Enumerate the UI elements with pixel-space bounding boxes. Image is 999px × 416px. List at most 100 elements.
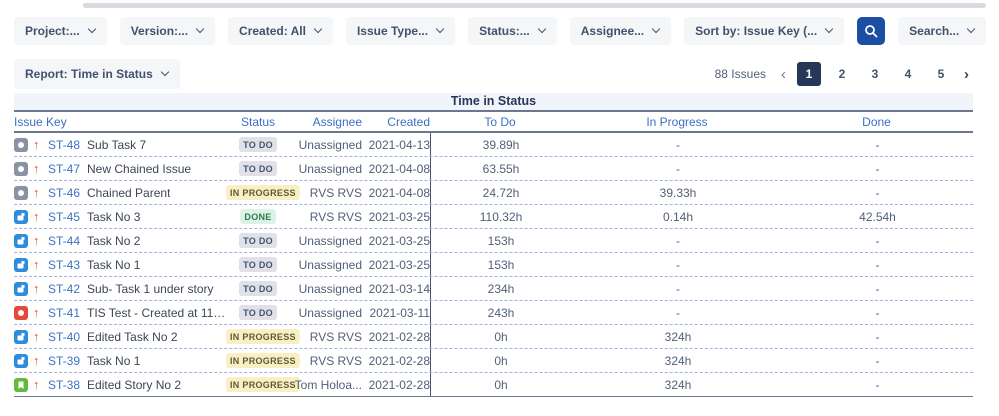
- done-hours-cell: -: [875, 353, 880, 368]
- search-icon: [865, 25, 878, 38]
- issue-summary: Sub Task 7: [87, 137, 147, 152]
- column-header-todo[interactable]: To Do: [484, 114, 516, 129]
- issue-key-link[interactable]: ST-38: [48, 377, 81, 392]
- issue-summary: Edited Story No 2: [87, 377, 182, 392]
- column-header-created[interactable]: Created: [387, 114, 430, 129]
- issue-key-link[interactable]: ST-45: [48, 209, 81, 224]
- assignee-cell: Unassigned: [298, 281, 362, 296]
- sort-by-dropdown[interactable]: Sort by: Issue Key (...: [684, 17, 845, 45]
- issue-key-link[interactable]: ST-42: [48, 281, 81, 296]
- search-filter-label: Search...: [909, 24, 960, 38]
- status-filter-dropdown[interactable]: Status:...: [468, 17, 557, 45]
- in-progress-hours-cell: -: [676, 137, 680, 152]
- issue-key-link[interactable]: ST-46: [48, 185, 81, 200]
- todo-hours-cell: 0h: [430, 325, 571, 348]
- assignee-cell: Unassigned: [298, 257, 362, 272]
- created-filter-label: Created: All: [239, 24, 306, 38]
- done-hours-cell: -: [875, 305, 880, 320]
- column-header-status[interactable]: Status: [240, 114, 276, 129]
- done-hours-cell: -: [875, 329, 880, 344]
- task-icon: [14, 353, 28, 368]
- table-row: ↑ ST-40 Edited Task No 2 IN PROGRESS RVS…: [14, 325, 973, 349]
- horizontal-scrollbar[interactable]: [83, 3, 986, 8]
- todo-hours-cell: 243h: [430, 301, 571, 324]
- created-cell: 2021-02-28: [368, 329, 430, 344]
- todo-hours-cell: 153h: [430, 229, 571, 252]
- todo-hours-cell: 63.55h: [430, 157, 571, 180]
- assignee-cell: Unassigned: [298, 137, 362, 152]
- assignee-cell: RVS RVS: [309, 329, 362, 344]
- table-row: ↑ ST-46 Chained Parent IN PROGRESS RVS R…: [14, 181, 973, 205]
- column-header-done[interactable]: Done: [862, 114, 891, 129]
- in-progress-hours-cell: 39.33h: [659, 185, 697, 200]
- issue-cell: ↑ ST-48 Sub Task 7: [14, 137, 226, 152]
- issue-key-link[interactable]: ST-41: [48, 305, 81, 320]
- column-header-assignee[interactable]: Assignee: [312, 114, 362, 129]
- status-cell: IN PROGRESS: [226, 353, 300, 369]
- prev-page-icon[interactable]: ‹: [781, 65, 786, 83]
- created-filter-dropdown[interactable]: Created: All: [228, 17, 333, 45]
- table-body: ↑ ST-48 Sub Task 7 TO DO Unassigned 2021…: [14, 133, 973, 397]
- chevron-down-icon: [315, 26, 322, 33]
- page-4-button[interactable]: 4: [904, 67, 912, 81]
- status-badge: IN PROGRESS: [226, 329, 300, 345]
- done-hours-cell: -: [875, 161, 880, 176]
- issue-key-link[interactable]: ST-47: [48, 161, 81, 176]
- task-icon: [14, 281, 28, 296]
- todo-hours-cell: 110.32h: [430, 205, 571, 228]
- assignee-cell: RVS RVS: [309, 209, 362, 224]
- created-cell: 2021-02-28: [368, 377, 430, 392]
- done-hours-cell: -: [875, 137, 880, 152]
- created-cell: 2021-03-11: [369, 305, 431, 320]
- issue-key-link[interactable]: ST-43: [48, 257, 81, 272]
- status-cell: DONE: [226, 209, 290, 225]
- page-1-button[interactable]: 1: [797, 62, 821, 86]
- chevron-down-icon: [968, 26, 975, 33]
- column-header-issue-key[interactable]: Issue Key: [14, 114, 67, 129]
- in-progress-hours-cell: 324h: [664, 329, 692, 344]
- in-progress-hours-cell: 324h: [664, 353, 692, 368]
- status-cell: IN PROGRESS: [226, 377, 300, 393]
- status-badge: TO DO: [239, 161, 277, 177]
- issue-cell: ↑ ST-44 Task No 2: [14, 233, 226, 248]
- issue-type-filter-dropdown[interactable]: Issue Type...: [345, 17, 456, 45]
- assignee-filter-label: Assignee...: [580, 24, 645, 38]
- issue-summary: New Chained Issue: [87, 161, 192, 176]
- issue-key-link[interactable]: ST-44: [48, 233, 81, 248]
- project-filter-dropdown[interactable]: Project:...: [14, 17, 107, 45]
- report-selector-dropdown[interactable]: Report: Time in Status: [14, 59, 180, 89]
- priority-high-icon: ↑: [33, 377, 40, 392]
- page-2-button[interactable]: 2: [838, 67, 846, 81]
- issue-cell: ↑ ST-38 Edited Story No 2: [14, 377, 226, 392]
- search-button[interactable]: [857, 17, 886, 45]
- assignee-filter-dropdown[interactable]: Assignee...: [569, 17, 672, 45]
- issue-cell: ↑ ST-47 New Chained Issue: [14, 161, 226, 176]
- subtask-icon: [14, 185, 28, 200]
- todo-hours-cell: 153h: [430, 253, 571, 276]
- issue-cell: ↑ ST-41 TIS Test - Created at 11th March…: [14, 305, 226, 320]
- page-5-button[interactable]: 5: [937, 67, 945, 81]
- search-filter-dropdown[interactable]: Search...: [898, 17, 987, 45]
- priority-high-icon: ↑: [33, 209, 40, 224]
- page-3-button[interactable]: 3: [871, 67, 879, 81]
- task-icon: [14, 329, 28, 344]
- issue-summary: Edited Task No 2: [87, 329, 178, 344]
- next-page-icon[interactable]: ›: [964, 65, 969, 83]
- filter-bar: Project:... Version:... Created: All Iss…: [14, 17, 999, 45]
- created-cell: 2021-04-08: [368, 185, 430, 200]
- table-row: ↑ ST-45 Task No 3 DONE RVS RVS 2021-03-2…: [14, 205, 973, 229]
- issue-key-link[interactable]: ST-48: [48, 137, 81, 152]
- issue-key-link[interactable]: ST-39: [48, 353, 81, 368]
- status-badge: TO DO: [239, 257, 277, 273]
- issue-key-link[interactable]: ST-40: [48, 329, 81, 344]
- version-filter-dropdown[interactable]: Version:...: [119, 17, 216, 45]
- column-header-in-progress[interactable]: In Progress: [646, 114, 708, 129]
- created-cell: 2021-03-25: [368, 257, 430, 272]
- done-hours-cell: 42.54h: [859, 209, 896, 224]
- done-hours-cell: -: [875, 257, 880, 272]
- assignee-cell: RVS RVS: [309, 185, 362, 200]
- issue-cell: ↑ ST-46 Chained Parent: [14, 185, 226, 200]
- todo-hours-cell: 24.72h: [430, 181, 571, 204]
- sort-by-label: Sort by: Issue Key (...: [695, 24, 818, 38]
- issue-summary: Task No 3: [87, 209, 141, 224]
